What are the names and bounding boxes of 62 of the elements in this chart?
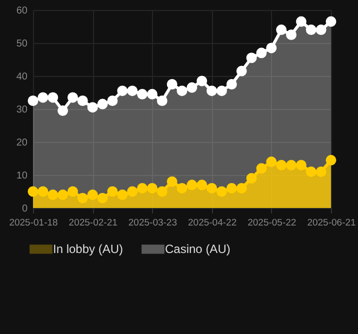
point bbox=[266, 42, 277, 54]
point bbox=[276, 24, 287, 36]
y-tick-label: 40 bbox=[16, 72, 28, 82]
point bbox=[216, 186, 227, 197]
point bbox=[87, 190, 98, 200]
point bbox=[226, 79, 237, 90]
point bbox=[216, 86, 227, 96]
y-tick-label: 30 bbox=[16, 104, 28, 116]
point bbox=[176, 86, 188, 96]
point bbox=[316, 166, 326, 177]
point bbox=[266, 156, 277, 168]
point bbox=[316, 24, 326, 36]
x-tick-label: 2025-06-21 bbox=[307, 218, 356, 228]
point bbox=[107, 186, 118, 197]
y-tick-label: 60 bbox=[16, 6, 28, 16]
point bbox=[77, 192, 88, 204]
point bbox=[48, 92, 58, 103]
point bbox=[196, 180, 208, 190]
x-tick-label: 2025-04-22 bbox=[188, 218, 237, 228]
point bbox=[246, 173, 257, 184]
point bbox=[166, 176, 178, 187]
point bbox=[156, 186, 168, 197]
point bbox=[97, 192, 108, 204]
legend-label: Casino (AU) bbox=[165, 242, 230, 256]
point bbox=[256, 163, 267, 174]
x-tick-label: 2025-03-23 bbox=[128, 218, 178, 228]
y-tick-label: 50 bbox=[16, 38, 28, 50]
point bbox=[87, 102, 98, 113]
y-tick-label: 20 bbox=[16, 138, 28, 148]
point bbox=[296, 160, 306, 170]
point bbox=[256, 48, 267, 58]
legend-label: In lobby (AU) bbox=[53, 242, 124, 256]
point bbox=[156, 96, 168, 106]
point bbox=[166, 79, 178, 90]
point bbox=[77, 96, 88, 106]
point bbox=[146, 182, 158, 194]
point bbox=[186, 82, 198, 93]
point bbox=[176, 182, 188, 194]
point bbox=[146, 88, 158, 100]
point bbox=[236, 182, 247, 194]
point bbox=[107, 96, 118, 106]
point bbox=[38, 186, 48, 197]
point bbox=[206, 182, 218, 194]
point bbox=[97, 98, 108, 110]
x-tick-label: 2025-02-21 bbox=[68, 218, 118, 228]
point bbox=[117, 190, 128, 200]
x-tick-label: 2025-05-22 bbox=[248, 218, 296, 228]
y-tick-label: 0 bbox=[22, 204, 28, 214]
point bbox=[296, 16, 306, 27]
point bbox=[236, 66, 247, 76]
point bbox=[286, 30, 297, 40]
point bbox=[246, 52, 257, 64]
y-tick-label: 10 bbox=[16, 170, 28, 182]
point bbox=[67, 186, 78, 197]
point bbox=[58, 190, 68, 200]
point bbox=[196, 76, 208, 86]
point bbox=[127, 86, 138, 96]
point bbox=[127, 186, 138, 197]
x-tick-label: 2025-01-18 bbox=[9, 218, 58, 228]
point bbox=[58, 105, 68, 116]
point bbox=[67, 92, 78, 103]
point bbox=[28, 96, 38, 106]
